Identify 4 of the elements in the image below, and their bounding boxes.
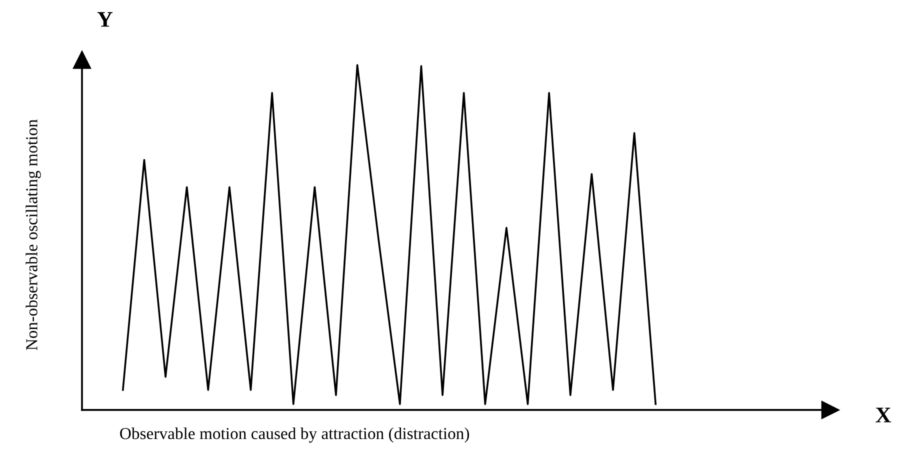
text: X [876,408,892,422]
y-axis-title: Non-observable oscillating motion [26,119,41,350]
x-axis-title: Observable motion caused by attraction (distraction) [120,427,470,443]
text: Y [97,12,113,27]
